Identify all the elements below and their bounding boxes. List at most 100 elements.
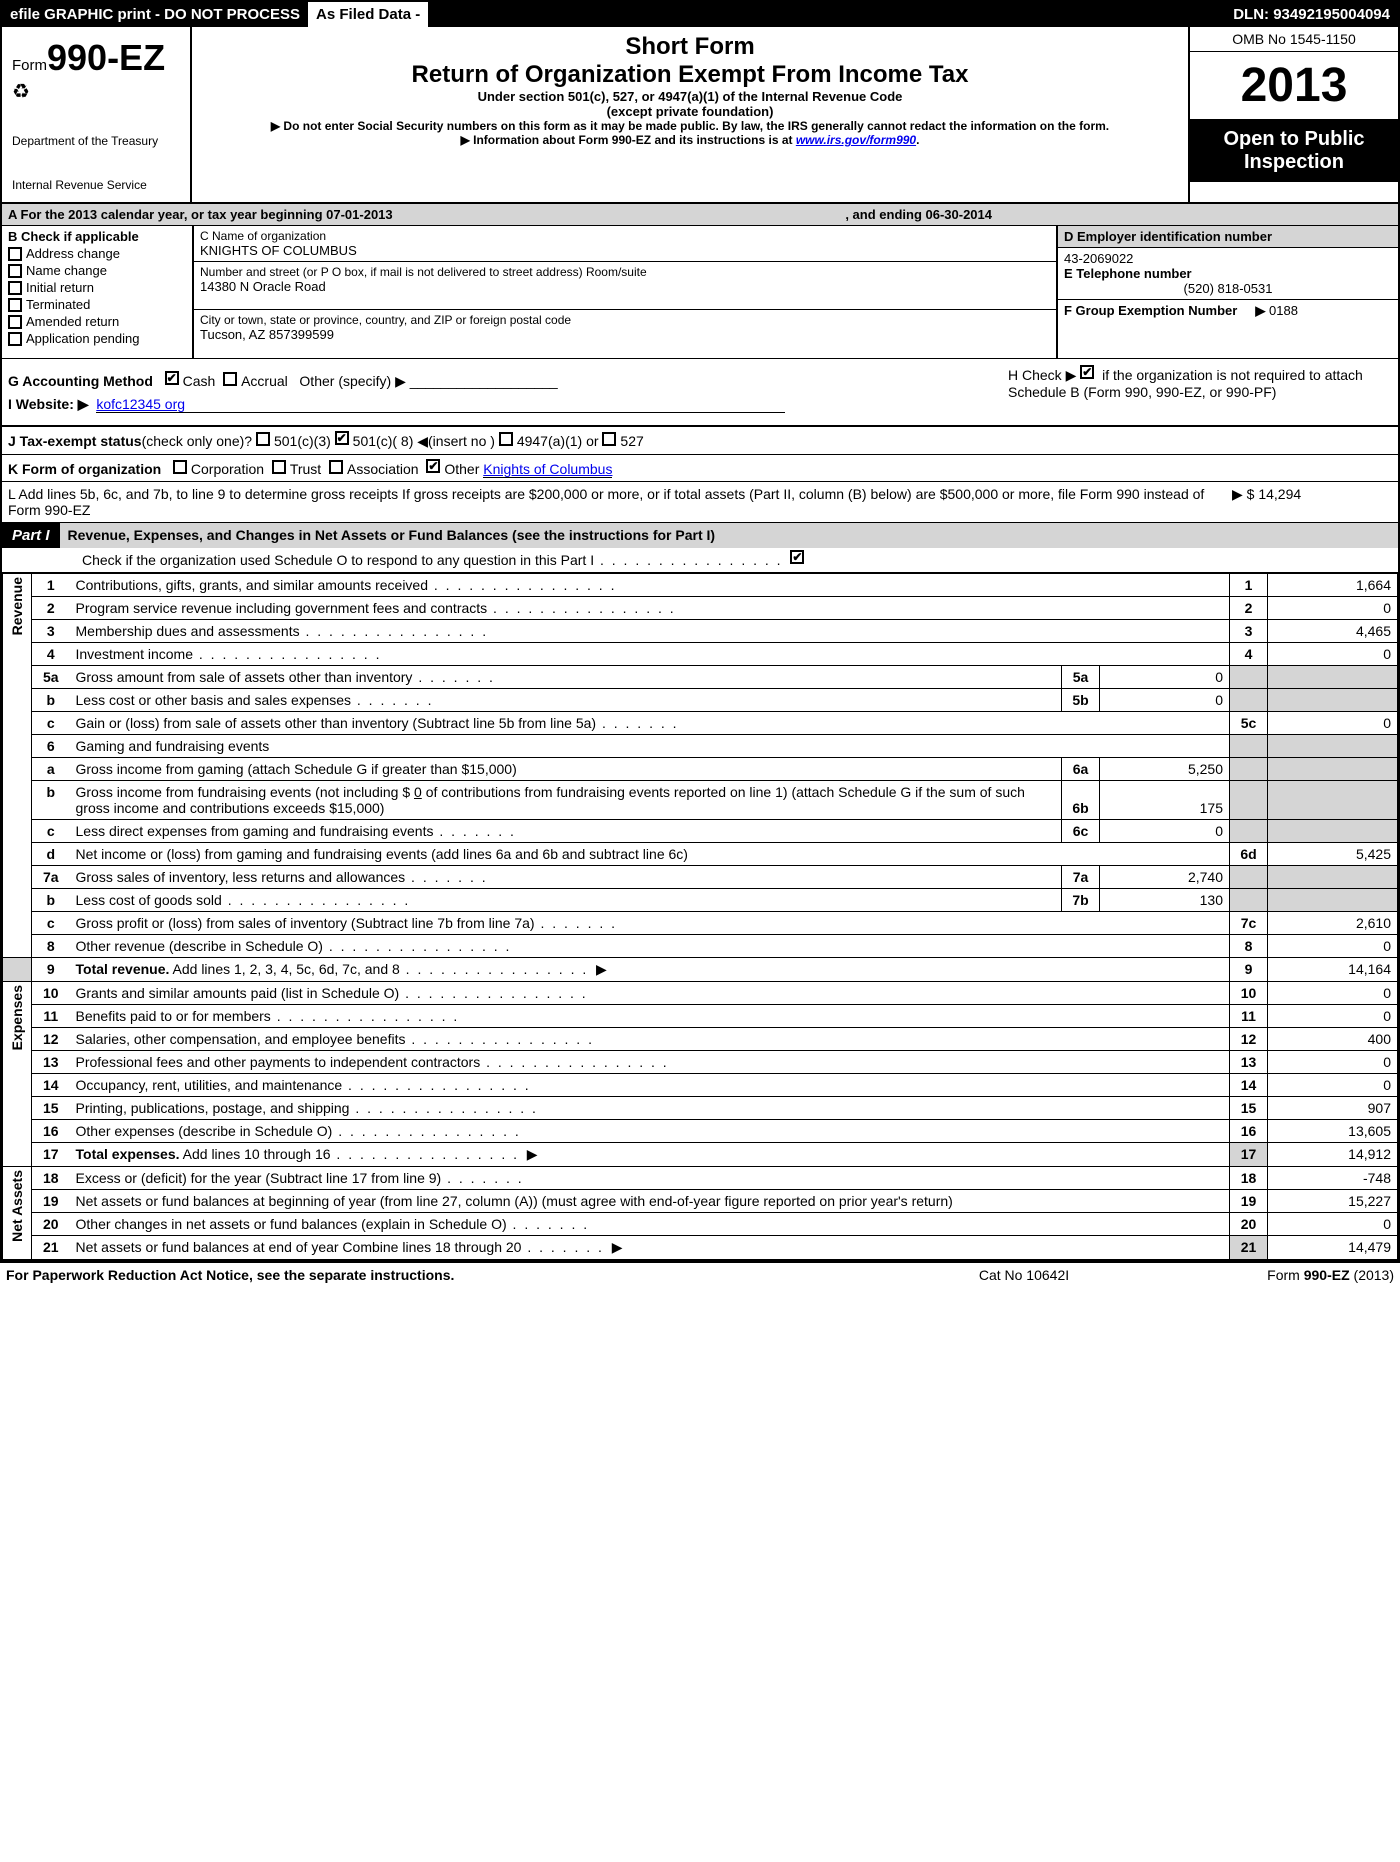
line7b-value: 130 (1100, 889, 1230, 912)
j-tax-exempt: J Tax-exempt status(check only one)? 501… (2, 427, 1398, 455)
revenue-side-label: Revenue (9, 577, 25, 635)
main-title: Return of Organization Exempt From Incom… (198, 61, 1182, 89)
as-filed-label: As Filed Data - (308, 2, 430, 27)
table-row: Net Assets 18Excess or (deficit) for the… (3, 1167, 1398, 1190)
open-to-public: Open to Public Inspection (1190, 120, 1398, 182)
header-block: Form990-EZ ♻ Department of the Treasury … (2, 27, 1398, 204)
form-container: efile GRAPHIC print - DO NOT PROCESS As … (0, 0, 1400, 1262)
checkbox-corp[interactable] (173, 460, 187, 474)
col-b-header: B Check if applicable (8, 229, 186, 244)
financial-table: Revenue 1Contributions, gifts, grants, a… (2, 573, 1398, 1260)
checkbox-cash[interactable] (165, 371, 179, 385)
table-row: 6Gaming and fundraising events (3, 735, 1398, 758)
row-a-tax-year: A For the 2013 calendar year, or tax yea… (2, 204, 1398, 226)
table-row: 16Other expenses (describe in Schedule O… (3, 1120, 1398, 1143)
table-row: 5aGross amount from sale of assets other… (3, 666, 1398, 689)
table-row: cGain or (loss) from sale of assets othe… (3, 712, 1398, 735)
omb-number: OMB No 1545-1150 (1190, 27, 1398, 52)
checkbox-icon (8, 332, 22, 346)
h-schedule-b: H Check ▶ if the organization is not req… (1008, 365, 1388, 400)
checkbox-501c3[interactable] (256, 432, 270, 446)
checkbox-trust[interactable] (272, 460, 286, 474)
line18-value: -748 (1268, 1167, 1398, 1190)
subtitle: Under section 501(c), 527, or 4947(a)(1)… (198, 89, 1182, 104)
addr-label: Number and street (or P O box, if mail i… (200, 265, 1050, 279)
checkbox-icon (8, 281, 22, 295)
table-row: dNet income or (loss) from gaming and fu… (3, 843, 1398, 866)
check-initial-return[interactable]: Initial return (8, 280, 186, 295)
line15-value: 907 (1268, 1097, 1398, 1120)
line1-value: 1,664 (1268, 574, 1398, 597)
block-bcde: B Check if applicable Address change Nam… (2, 226, 1398, 359)
table-row: cGross profit or (loss) from sales of in… (3, 912, 1398, 935)
checkbox-icon (8, 298, 22, 312)
table-row: 4Investment income40 (3, 643, 1398, 666)
form-prefix: Form (12, 57, 47, 74)
line6a-value: 5,250 (1100, 758, 1230, 781)
dln-label: DLN: 93492195004094 (1225, 2, 1398, 27)
checkbox-assoc[interactable] (329, 460, 343, 474)
dept-treasury: Department of the Treasury (12, 134, 180, 148)
part1-header: Part I Revenue, Expenses, and Changes in… (2, 523, 1398, 548)
line16-value: 13,605 (1268, 1120, 1398, 1143)
year-cell: OMB No 1545-1150 2013 Open to Public Ins… (1188, 27, 1398, 202)
table-row: 15Printing, publications, postage, and s… (3, 1097, 1398, 1120)
line6d-value: 5,425 (1268, 843, 1398, 866)
top-bar: efile GRAPHIC print - DO NOT PROCESS As … (2, 2, 1398, 27)
cat-number: Cat No 10642I (874, 1267, 1174, 1283)
group-exemption-label: F Group Exemption Number (1064, 303, 1237, 318)
table-row: 21Net assets or fund balances at end of … (3, 1236, 1398, 1260)
part1-check-row: Check if the organization used Schedule … (2, 548, 1398, 573)
column-de: D Employer identification number 43-2069… (1058, 226, 1398, 358)
table-row: 11Benefits paid to or for members110 (3, 1005, 1398, 1028)
table-row: bLess cost of goods sold7b130 (3, 889, 1398, 912)
checkbox-other-org[interactable] (426, 459, 440, 473)
table-row: 8Other revenue (describe in Schedule O)8… (3, 935, 1398, 958)
table-row: 9Total revenue. Add lines 1, 2, 3, 4, 5c… (3, 958, 1398, 982)
line14-value: 0 (1268, 1074, 1398, 1097)
irs-link[interactable]: www.irs.gov/form990 (796, 133, 916, 147)
form-number: 990-EZ (47, 37, 165, 78)
line20-value: 0 (1268, 1213, 1398, 1236)
table-row: 7aGross sales of inventory, less returns… (3, 866, 1398, 889)
expenses-side-label: Expenses (9, 985, 25, 1050)
paperwork-notice: For Paperwork Reduction Act Notice, see … (6, 1267, 874, 1283)
checkbox-icon (8, 264, 22, 278)
block-gh: H Check ▶ if the organization is not req… (2, 359, 1398, 427)
form-number-cell: Form990-EZ ♻ Department of the Treasury … (2, 27, 192, 202)
check-app-pending[interactable]: Application pending (8, 331, 186, 346)
other-org-link[interactable]: Knights of Columbus (483, 461, 612, 478)
column-c-org: C Name of organization KNIGHTS OF COLUMB… (192, 226, 1058, 358)
checkbox-527[interactable] (602, 432, 616, 446)
check-address-change[interactable]: Address change (8, 246, 186, 261)
line9-value: 14,164 (1268, 958, 1398, 982)
checkbox-4947[interactable] (499, 432, 513, 446)
check-name-change[interactable]: Name change (8, 263, 186, 278)
phone-value: (520) 818-0531 (1064, 281, 1392, 296)
line5a-value: 0 (1100, 666, 1230, 689)
line13-value: 0 (1268, 1051, 1398, 1074)
table-row: 20Other changes in net assets or fund ba… (3, 1213, 1398, 1236)
checkbox-501c[interactable] (335, 431, 349, 445)
website-link[interactable]: kofc12345 org (96, 396, 785, 413)
table-row: 3Membership dues and assessments34,465 (3, 620, 1398, 643)
line7c-value: 2,610 (1268, 912, 1398, 935)
gross-receipts-value: $ 14,294 (1247, 486, 1302, 502)
dept-irs: Internal Revenue Service (12, 178, 180, 192)
ein-label: D Employer identification number (1064, 229, 1392, 244)
except-text: (except private foundation) (198, 104, 1182, 119)
table-row: bGross income from fundraising events (n… (3, 781, 1398, 820)
tax-year: 2013 (1190, 52, 1398, 120)
line19-value: 15,227 (1268, 1190, 1398, 1213)
check-amended[interactable]: Amended return (8, 314, 186, 329)
table-row: bLess cost or other basis and sales expe… (3, 689, 1398, 712)
checkbox-accrual[interactable] (223, 372, 237, 386)
line8-value: 0 (1268, 935, 1398, 958)
k-form-of-org: K Form of organization Corporation Trust… (2, 455, 1398, 482)
table-row: Expenses 10Grants and similar amounts pa… (3, 982, 1398, 1005)
part1-label: Part I (2, 523, 60, 548)
schedule-o-checkbox[interactable] (790, 550, 804, 564)
check-terminated[interactable]: Terminated (8, 297, 186, 312)
form-ref: Form 990-EZ (2013) (1174, 1267, 1394, 1283)
net-assets-side-label: Net Assets (9, 1170, 25, 1242)
